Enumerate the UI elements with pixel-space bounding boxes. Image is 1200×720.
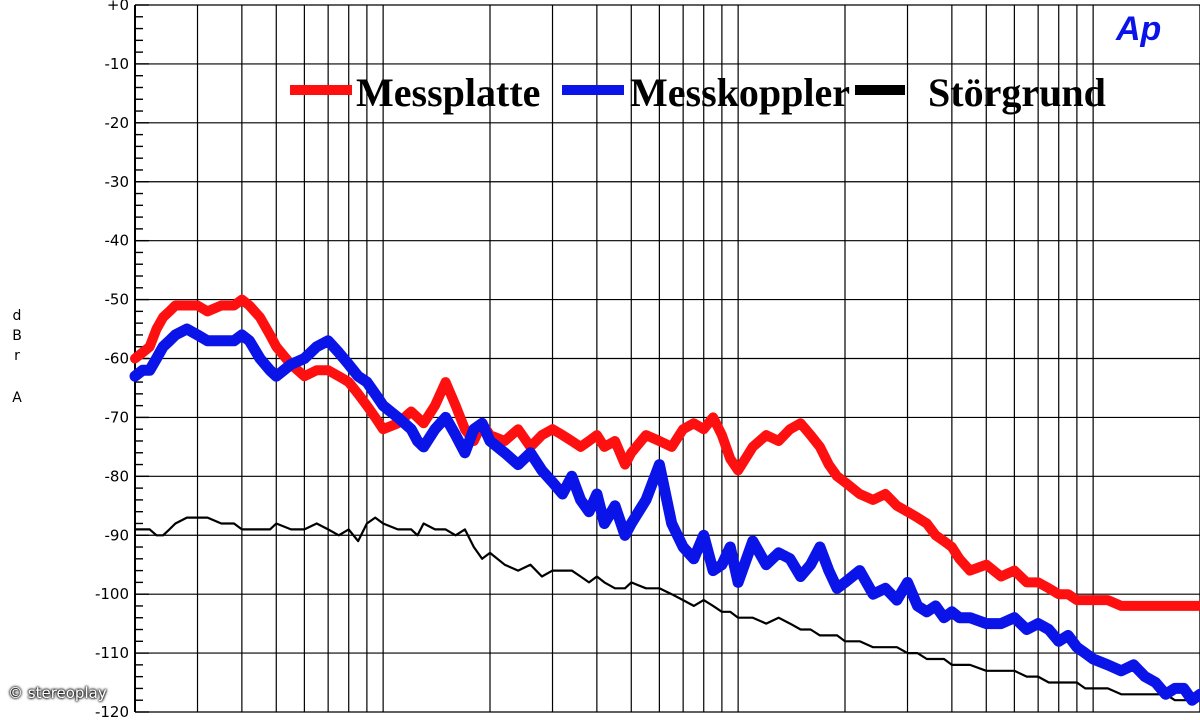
y-tick-label: -30 xyxy=(105,173,130,191)
y-axis-label-letter: d xyxy=(13,308,22,324)
copyright-watermark: © stereoplay xyxy=(8,684,107,702)
series-line-stoergrund xyxy=(133,516,1200,702)
y-axis-ticks: +0 -10 -20 -30 -40 -50 -60 -70 -80 -90 -100 -110 -12… xyxy=(95,0,149,720)
y-tick-label: -80 xyxy=(105,467,130,485)
y-axis-label-letter: r xyxy=(14,348,20,364)
y-tick-label: -60 xyxy=(105,350,130,368)
y-tick-label: -70 xyxy=(105,408,130,426)
y-axis-label: dBr A xyxy=(12,308,22,406)
legend-label: Messkoppler xyxy=(630,70,850,115)
legend-label: Störgrund xyxy=(928,70,1106,115)
y-axis-label-letter: B xyxy=(12,328,22,344)
y-tick-label: -10 xyxy=(105,55,130,73)
y-tick-label: -110 xyxy=(95,644,129,662)
y-tick-label: -40 xyxy=(105,232,130,250)
ap-logo: Ap xyxy=(1115,10,1161,48)
chart-legend: Messplatte Messkoppler Störgrund xyxy=(290,70,1106,115)
series-line-messplatte xyxy=(130,294,1200,611)
y-axis-label-letter: A xyxy=(12,390,22,406)
y-tick-label: -100 xyxy=(95,585,129,603)
legend-label: Messplatte xyxy=(356,70,540,115)
y-tick-label: -90 xyxy=(105,526,130,544)
series-line-messkoppler xyxy=(129,323,1200,706)
chart-series xyxy=(129,294,1200,706)
chart-grid xyxy=(134,4,1200,713)
y-tick-label: -50 xyxy=(105,291,130,309)
y-tick-label: -20 xyxy=(105,114,130,132)
y-tick-label: +0 xyxy=(107,0,129,14)
y-tick-label: -120 xyxy=(95,703,129,720)
